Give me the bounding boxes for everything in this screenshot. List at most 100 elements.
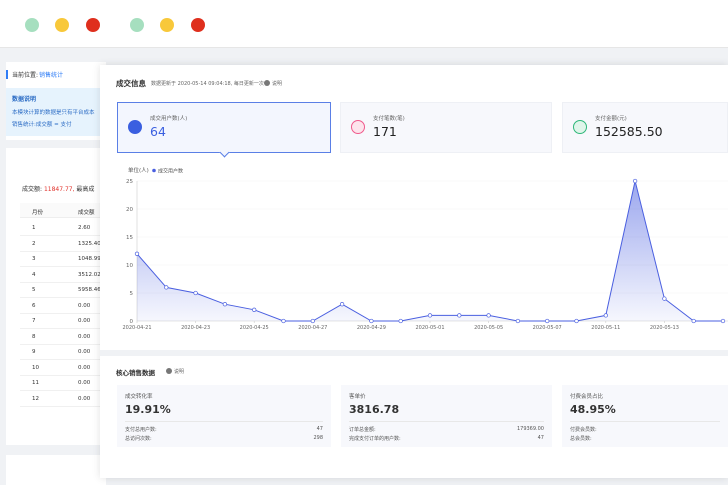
cell: 8 [32, 333, 36, 340]
row-line [20, 297, 106, 298]
card-value: 3816.78 [349, 403, 400, 416]
left-top: 当前位置: 销售统计 数据说明 本模块计算的数据是只有平台成本 销售统计:成交额… [6, 62, 106, 140]
point [398, 318, 403, 324]
point [486, 313, 491, 318]
deal-title: 成交信息 [116, 79, 146, 88]
help[interactable]: 说明 [272, 81, 283, 87]
point [222, 302, 228, 307]
cell: 0.00 [78, 302, 91, 309]
point [427, 313, 433, 318]
icon [128, 120, 142, 134]
icon [573, 120, 587, 134]
point [515, 318, 521, 324]
separator [100, 350, 728, 356]
accent [6, 70, 8, 79]
detail-label: 支付总用户数: [125, 427, 157, 433]
cell: 1325.40 [78, 240, 101, 247]
stat-card[interactable]: 成交用户数(人) 64 [117, 102, 331, 153]
y-tick-label: 10 [126, 263, 133, 269]
detail-value: 47 [537, 435, 544, 441]
notice-line: 销售统计:成交额 = 支付 [12, 122, 72, 128]
cell: 11 [32, 380, 39, 386]
x-tick-label: 2020-04-29 [357, 325, 386, 331]
point [310, 318, 315, 324]
dot[interactable] [191, 18, 205, 32]
card-value: 152585.50 [595, 124, 663, 139]
cell: 6 [32, 302, 36, 309]
left-table-card: 成交额: 11847.77, 最高成 月份 成交额 1 2.60 2 1325.40 3 10… [6, 148, 106, 445]
point [164, 285, 169, 290]
divider [570, 421, 720, 422]
detail-label: 总访问次数: [125, 436, 152, 442]
dot[interactable] [160, 18, 174, 32]
y-tick-label: 5 [130, 291, 134, 297]
point [457, 313, 462, 318]
dot[interactable] [130, 18, 144, 32]
card-value: 171 [373, 124, 397, 139]
column-header: 成交额 [78, 210, 95, 216]
point [574, 318, 579, 324]
cell: 5958.46 [78, 287, 101, 293]
summary: 成交额: 11847.77, 最高成 [22, 184, 94, 193]
card-label: 支付金额(元) [595, 116, 627, 122]
stat-card[interactable]: 支付笔数(笔) 171 [340, 102, 552, 153]
cell: 2.60 [78, 225, 91, 231]
table-header-bg [20, 203, 106, 218]
x-tick-label: 2020-04-25 [240, 325, 269, 331]
top-bar [0, 0, 728, 48]
cell: 5 [32, 287, 36, 293]
point [369, 318, 374, 324]
main-panel: 成交信息 数据更新于 2020-05-14 09:04:18, 每日更新一次 说… [100, 65, 728, 478]
summary-label: 成交额: [22, 186, 43, 193]
row-line [20, 343, 106, 345]
card-label: 成交转化率 [125, 394, 153, 400]
column-header: 月份 [32, 210, 44, 216]
breadcrumb-value[interactable]: 销售统计 [39, 72, 64, 79]
stat-card[interactable]: 支付金额(元) 152585.50 [562, 102, 728, 153]
dot[interactable] [86, 18, 100, 32]
core-card: 成交转化率 19.91% 支付总用户数: 47 总访问次数: 298 [117, 385, 331, 447]
point [134, 251, 140, 256]
notice-line: 本模块计算的数据是只有平台成本 [12, 110, 95, 116]
detail-label: 完成支付订单的用户数: [349, 436, 401, 442]
cell: 0.00 [78, 349, 91, 355]
cell: 0.00 [78, 333, 91, 340]
row-line [20, 312, 106, 314]
core-card: 客单价 3816.78 订单总金额: 179369.00 完成支付订单的用户数: 47 [341, 385, 552, 447]
row-line [20, 374, 106, 376]
icon [351, 120, 365, 134]
breadcrumb-label: 当前位置: [12, 72, 39, 79]
cell: 1048.99 [78, 256, 101, 262]
point [662, 296, 667, 301]
summary-rest: 最高成 [76, 186, 95, 193]
row-line [20, 235, 106, 236]
help[interactable]: 说明 [174, 369, 185, 375]
cell: 3 [32, 256, 36, 262]
y-tick-label: 20 [126, 207, 133, 213]
detail-value: 179369.00 [516, 426, 544, 432]
point [193, 290, 198, 296]
row-line [20, 250, 106, 252]
dot[interactable] [55, 18, 69, 32]
detail-label: 总会员数: [570, 436, 592, 442]
card-value: 48.95% [570, 403, 616, 416]
x-tick-label: 2020-04-21 [122, 325, 151, 331]
notice: 数据说明 本模块计算的数据是只有平台成本 销售统计:成交额 = 支付 [6, 88, 106, 136]
card-label: 支付笔数(笔) [373, 116, 405, 122]
cell: 3512.02 [78, 271, 101, 278]
x-tick-label: 2020-05-07 [533, 325, 562, 331]
help-icon[interactable] [166, 368, 172, 374]
x-tick-label: 2020-05-05 [474, 325, 503, 331]
cell: 4 [32, 271, 36, 278]
y-tick-label: 0 [130, 319, 134, 325]
cell: 2 [32, 240, 36, 247]
help-icon[interactable] [264, 80, 270, 86]
card-value: 64 [150, 124, 166, 139]
dot[interactable] [25, 18, 39, 32]
cell: 0.00 [78, 318, 91, 324]
detail-value: 47 [316, 426, 323, 432]
core-card: 付费会员占比 48.95% 付费会员数: 总会员数: [562, 385, 728, 447]
core-title: 核心销售数据 [116, 369, 155, 377]
row-line [20, 266, 106, 267]
